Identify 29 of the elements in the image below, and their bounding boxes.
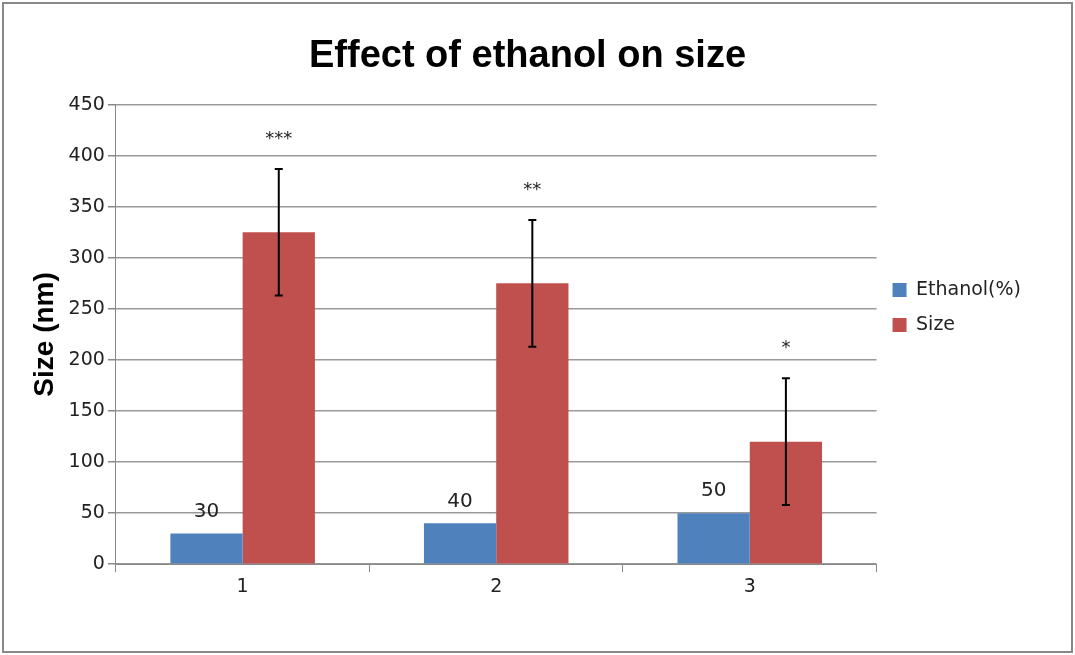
y-tick-label: 250 (68, 295, 105, 318)
y-tick-label: 150 (68, 397, 105, 420)
bar (749, 441, 823, 564)
legend-label: Ethanol(%) (916, 276, 1021, 299)
data-label: 30 (193, 497, 220, 522)
y-tick-label: 0 (92, 551, 105, 574)
y-tick-label: 100 (68, 449, 105, 471)
y-tick-label: 450 (68, 91, 105, 114)
y-tick-label: 200 (68, 346, 105, 369)
chart-title: Effect of ethanol on size (308, 33, 747, 76)
bar (242, 232, 315, 564)
y-tick-label: 350 (68, 193, 105, 216)
y-axis-title: Size (nm) (27, 272, 59, 397)
y-tick-label: 400 (68, 142, 105, 165)
annotation: *** (265, 126, 293, 148)
data-label: 40 (447, 487, 473, 512)
annotation: ** (523, 177, 542, 199)
annotation: * (781, 335, 791, 357)
bar (423, 523, 497, 564)
x-tick-label: 2 (490, 573, 503, 596)
x-tick-label: 1 (236, 573, 249, 596)
legend-label: Size (916, 311, 956, 334)
bar (170, 533, 243, 564)
y-tick-label: 50 (80, 500, 105, 523)
bar (677, 513, 750, 564)
y-tick-label: 300 (68, 244, 105, 267)
x-tick-label: 3 (743, 573, 756, 596)
bar (496, 283, 569, 564)
data-label: 50 (700, 477, 727, 502)
